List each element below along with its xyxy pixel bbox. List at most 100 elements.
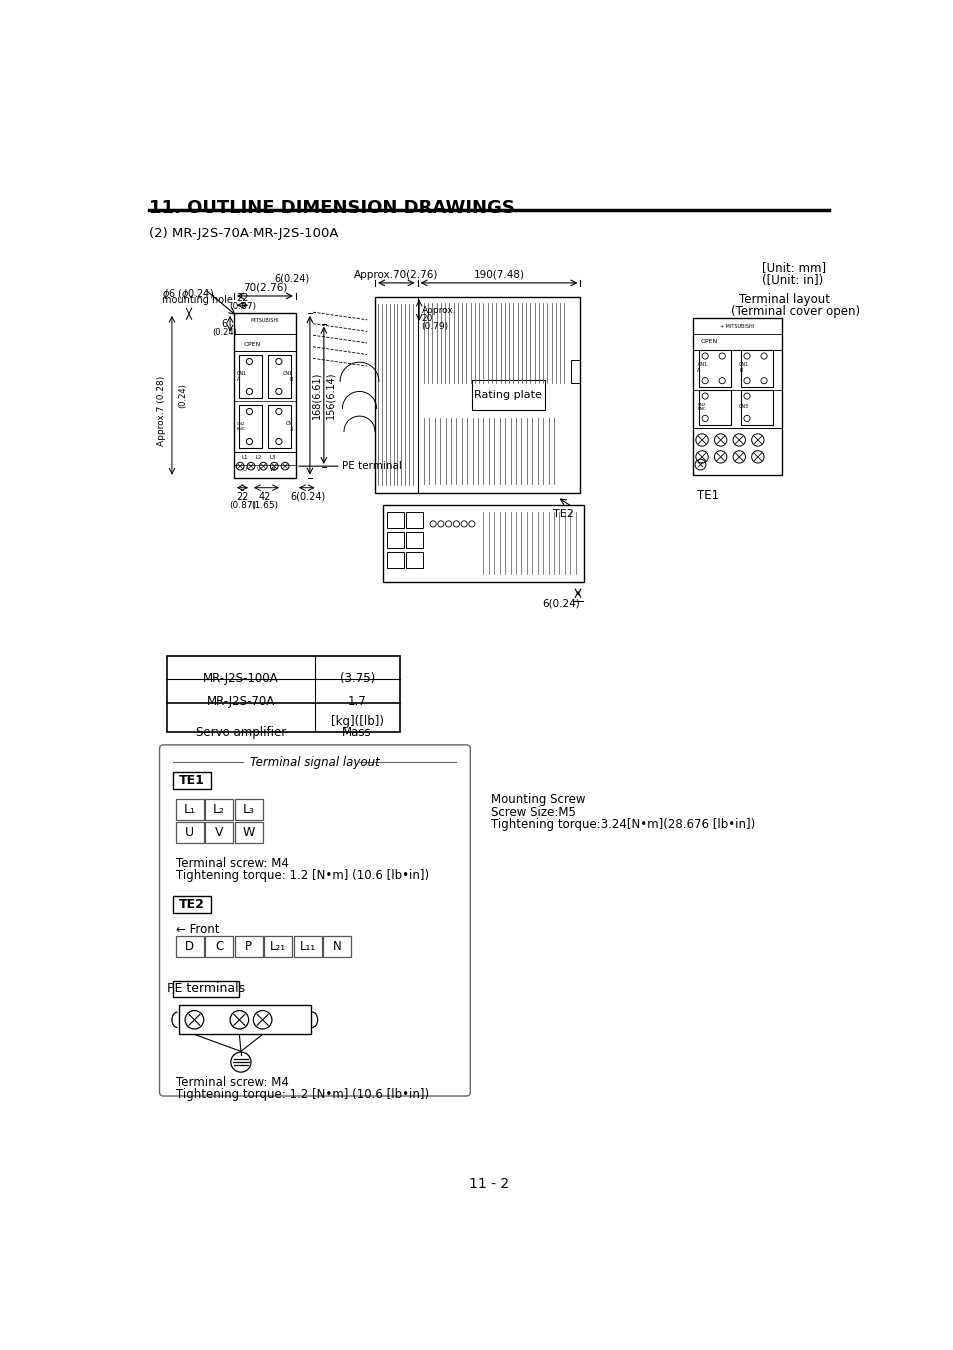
- Bar: [238, 355, 261, 398]
- Text: Terminal layout: Terminal layout: [739, 293, 829, 306]
- Bar: [571, 360, 579, 383]
- Bar: [179, 1006, 311, 1034]
- Text: (Terminal cover open): (Terminal cover open): [731, 305, 860, 319]
- Text: CN1
A: CN1 A: [236, 371, 247, 382]
- Text: L2: L2: [255, 455, 262, 460]
- Text: $\phi$6 ($\phi$0.24): $\phi$6 ($\phi$0.24): [162, 286, 213, 301]
- Text: ([Unit: in]): ([Unit: in]): [761, 274, 822, 288]
- Text: CN2
BNC: CN2 BNC: [236, 423, 246, 431]
- Text: 6(0.24): 6(0.24): [290, 491, 325, 502]
- Text: (0.87): (0.87): [229, 302, 255, 312]
- Bar: [233, 313, 295, 478]
- Text: Terminal screw: M4: Terminal screw: M4: [175, 857, 289, 871]
- Text: PE terminals: PE terminals: [167, 983, 245, 995]
- Text: W: W: [242, 826, 254, 840]
- Bar: [406, 532, 422, 548]
- Bar: [175, 822, 204, 844]
- Text: Mounting Screw: Mounting Screw: [491, 794, 585, 806]
- Bar: [386, 513, 403, 528]
- Text: L₂: L₂: [213, 803, 225, 815]
- Text: W: W: [270, 467, 275, 472]
- Text: U: U: [243, 467, 247, 472]
- Text: 70(2.76): 70(2.76): [242, 284, 287, 293]
- Text: TE2: TE2: [179, 898, 205, 911]
- Bar: [167, 656, 399, 732]
- Text: L3: L3: [269, 455, 275, 460]
- Text: TE2: TE2: [553, 509, 574, 518]
- Text: Servo amplifier: Servo amplifier: [195, 726, 286, 738]
- Bar: [699, 350, 731, 387]
- Text: MR-J2S-70A: MR-J2S-70A: [207, 695, 274, 707]
- Text: MR-J2S-100A: MR-J2S-100A: [203, 672, 278, 684]
- Bar: [386, 552, 403, 568]
- Text: L₃: L₃: [242, 803, 254, 815]
- Text: CN1
B: CN1 B: [739, 362, 749, 373]
- Text: Approx.: Approx.: [421, 306, 456, 315]
- Text: (2) MR-J2S-70A·MR-J2S-100A: (2) MR-J2S-70A·MR-J2S-100A: [149, 227, 338, 240]
- Text: C: C: [214, 940, 223, 953]
- Text: 190(7.48): 190(7.48): [473, 270, 524, 279]
- Bar: [205, 936, 233, 957]
- Bar: [173, 772, 211, 788]
- Text: Approx.70(2.76): Approx.70(2.76): [354, 270, 438, 279]
- Text: CN2
BNC: CN2 BNC: [697, 402, 705, 412]
- Text: CN1
A: CN1 A: [697, 362, 707, 373]
- Bar: [375, 297, 579, 493]
- Text: L₁: L₁: [184, 803, 195, 815]
- Text: 11. OUTLINE DIMENSION DRAWINGS: 11. OUTLINE DIMENSION DRAWINGS: [149, 198, 514, 217]
- Text: CN3: CN3: [739, 405, 749, 409]
- Text: Screw Size:M5: Screw Size:M5: [491, 806, 576, 818]
- Bar: [294, 936, 321, 957]
- Text: 6: 6: [221, 320, 228, 329]
- Text: Terminal signal layout: Terminal signal layout: [250, 756, 379, 770]
- Bar: [740, 350, 773, 387]
- Text: Tightening torque: 1.2 [N•m] (10.6 [lb•in]): Tightening torque: 1.2 [N•m] (10.6 [lb•i…: [175, 1088, 429, 1100]
- Bar: [268, 405, 291, 448]
- Text: ← Front: ← Front: [175, 923, 219, 936]
- Text: Mass: Mass: [342, 726, 372, 738]
- Text: PE terminal: PE terminal: [342, 462, 402, 471]
- Text: + MITSUBISHI: + MITSUBISHI: [720, 324, 754, 329]
- Text: 156(6.14): 156(6.14): [325, 371, 335, 418]
- Bar: [173, 980, 239, 998]
- Text: Approx.7 (0.28): Approx.7 (0.28): [157, 375, 166, 446]
- Text: P: P: [245, 940, 252, 953]
- Bar: [238, 405, 261, 448]
- Text: 6(0.24): 6(0.24): [274, 274, 310, 284]
- Text: (0.24): (0.24): [178, 383, 187, 408]
- Bar: [406, 513, 422, 528]
- Bar: [323, 936, 351, 957]
- Text: 20: 20: [421, 313, 433, 323]
- Text: 42: 42: [258, 491, 271, 502]
- Circle shape: [231, 1052, 251, 1072]
- Bar: [268, 355, 291, 398]
- Text: OPEN: OPEN: [700, 339, 717, 344]
- Text: L₁₁: L₁₁: [299, 940, 315, 953]
- Text: Terminal screw: M4: Terminal screw: M4: [175, 1076, 289, 1089]
- Text: V: V: [214, 826, 223, 840]
- Text: mounting hole: mounting hole: [162, 296, 233, 305]
- Bar: [234, 799, 262, 821]
- Text: (0.87): (0.87): [229, 501, 255, 510]
- Bar: [740, 390, 773, 424]
- Text: Rating plate: Rating plate: [474, 390, 541, 400]
- Bar: [386, 532, 403, 548]
- Text: 168(6.61): 168(6.61): [311, 371, 321, 418]
- Bar: [175, 799, 204, 821]
- Text: 6(0.24): 6(0.24): [542, 598, 579, 609]
- Text: [Unit: mm]: [Unit: mm]: [761, 261, 825, 274]
- Text: 11 - 2: 11 - 2: [468, 1177, 509, 1191]
- Bar: [406, 552, 422, 568]
- Bar: [472, 379, 545, 410]
- Text: (0.79): (0.79): [421, 321, 448, 331]
- Bar: [205, 799, 233, 821]
- Text: L1: L1: [241, 455, 248, 460]
- Text: (3.75): (3.75): [339, 672, 375, 684]
- Text: OPEN: OPEN: [243, 342, 260, 347]
- Text: 22: 22: [236, 491, 249, 502]
- Text: V: V: [256, 467, 260, 472]
- Text: 1.7: 1.7: [348, 695, 366, 707]
- Text: Tightening torque: 1.2 [N•m] (10.6 [lb•in]): Tightening torque: 1.2 [N•m] (10.6 [lb•i…: [175, 869, 429, 882]
- Text: (1.65): (1.65): [252, 501, 278, 510]
- Bar: [692, 317, 781, 475]
